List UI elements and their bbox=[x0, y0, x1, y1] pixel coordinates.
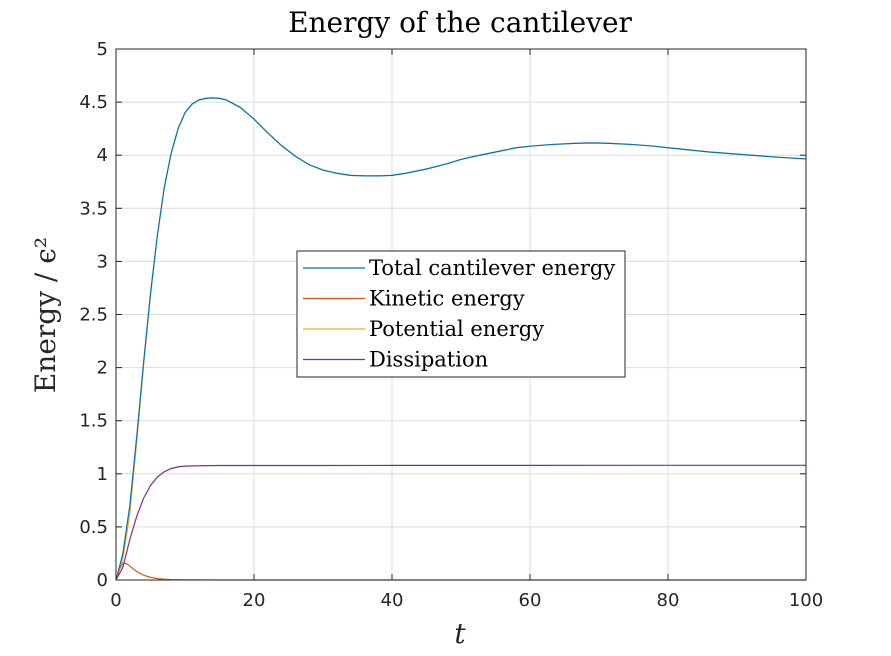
y-tick-label: 3 bbox=[97, 251, 108, 272]
legend-box bbox=[296, 250, 626, 378]
x-tick-label: 80 bbox=[657, 590, 680, 611]
x-tick-label: 100 bbox=[789, 590, 823, 611]
legend-items: Total cantilever energy Kinetic energy Pot… bbox=[303, 256, 615, 372]
y-tick-label: 0 bbox=[97, 570, 108, 591]
x-tick-label: 20 bbox=[243, 590, 266, 611]
y-tick-label: 4 bbox=[97, 145, 108, 166]
y-tick-label: 2 bbox=[97, 358, 108, 379]
legend-label: Kinetic energy bbox=[369, 287, 525, 311]
y-tick-label: 5 bbox=[97, 39, 108, 60]
y-tick-label: 4.5 bbox=[79, 92, 108, 113]
x-axis-label: t bbox=[454, 617, 466, 650]
axis-ticks: 0 20 40 60 80 100 0 0.5 1 1.5 2 2.5 3 3.5 4 4.5 5 bbox=[79, 39, 823, 611]
legend-label: Total cantilever energy bbox=[369, 256, 615, 280]
y-axis-label: Energy / ϵ² bbox=[29, 237, 62, 393]
y-tick-label: 2.5 bbox=[79, 305, 108, 326]
y-tick-label: 1 bbox=[97, 464, 108, 485]
y-tick-label: 0.5 bbox=[79, 517, 108, 538]
x-tick-label: 0 bbox=[110, 590, 121, 611]
y-tick-label: 3.5 bbox=[79, 198, 108, 219]
x-tick-label: 60 bbox=[519, 590, 542, 611]
legend-label: Potential energy bbox=[369, 317, 544, 341]
series-line-kinetic-energy bbox=[115, 562, 806, 581]
legend-label: Dissipation bbox=[369, 348, 488, 372]
series-line-total-cantilever-energy bbox=[115, 97, 807, 581]
y-tick-label: 1.5 bbox=[79, 411, 108, 432]
legend: Total cantilever energy Kinetic energy Pot… bbox=[296, 250, 626, 378]
chart-title: Energy of the cantilever bbox=[288, 6, 632, 39]
x-tick-label: 40 bbox=[381, 590, 404, 611]
series-line-dissipation bbox=[115, 464, 806, 581]
